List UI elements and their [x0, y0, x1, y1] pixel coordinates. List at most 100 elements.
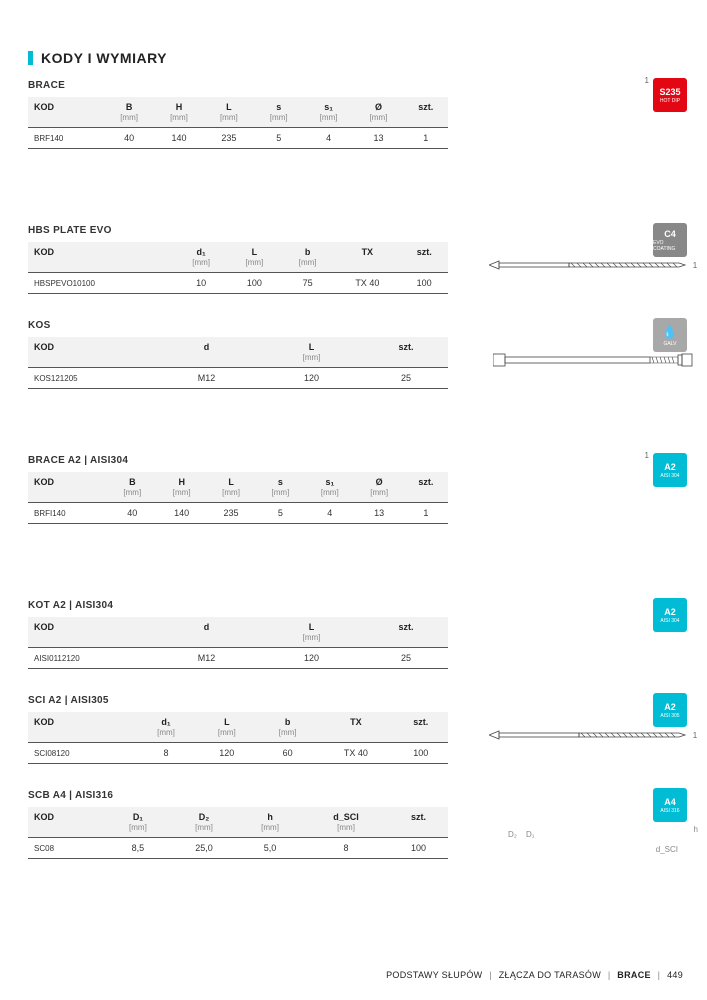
cell: 75 [281, 273, 334, 294]
badge-main: A2 [664, 607, 676, 617]
col-kod: KOD [28, 617, 154, 633]
col-s: s [254, 97, 304, 113]
col-b: b [281, 242, 334, 258]
cell: 1 [403, 128, 448, 149]
table-row: HBSPEVO10100 10 100 75 TX 40 100 [28, 273, 448, 294]
block-sci-a2: A2 AISI 305 1 SCI A2 | AISI305 KOD d₁ L … [28, 695, 687, 764]
cell: M12 [154, 368, 259, 389]
col-d: d [154, 337, 259, 353]
product-title: KOS [28, 320, 687, 331]
unit: [mm] [175, 258, 228, 273]
table-hbs: KOD d₁ L b TX szt. [mm] [mm] [mm] [28, 242, 448, 294]
unit: [mm] [254, 113, 304, 128]
col-qty: szt. [389, 807, 448, 823]
cell: 5 [256, 503, 305, 524]
table-row: BRF140 40 140 235 5 4 13 1 [28, 128, 448, 149]
unit: [mm] [108, 488, 157, 503]
badge-sub: AISI 304 [660, 618, 679, 624]
col-diam: Ø [354, 97, 404, 113]
bolt-illustration [478, 350, 707, 370]
cell: 10 [175, 273, 228, 294]
cell: 100 [228, 273, 281, 294]
drop-icon: 💧 [662, 324, 678, 340]
unit: [mm] [154, 113, 204, 128]
col-kod: KOD [28, 472, 108, 488]
cell: AISI0112120 [28, 648, 154, 669]
table-kos: KOD d L szt. [mm] KOS121205 M12 120 2 [28, 337, 448, 389]
col-l: L [196, 712, 257, 728]
footer-product: BRACE [617, 970, 651, 980]
unit: [mm] [304, 113, 354, 128]
unit: [mm] [303, 823, 389, 838]
cell: TX 40 [334, 273, 400, 294]
badge-main: A4 [664, 797, 676, 807]
col-qty: szt. [404, 472, 448, 488]
badge-a2: A2 AISI 304 [653, 598, 687, 632]
unit: [mm] [206, 488, 255, 503]
table-row: SC08 8,5 25,0 5,0 8 100 [28, 838, 448, 859]
badge-a2: A2 AISI 304 [653, 453, 687, 487]
col-dsci: d_SCI [303, 807, 389, 823]
table-kot-a2: KOD d L szt. [mm] AISI0112120 M12 120 [28, 617, 448, 669]
screw-icon [489, 255, 689, 275]
dim-d2: D₂ [508, 830, 517, 839]
badge-sub: AISI 304 [660, 473, 679, 479]
col-l: L [259, 617, 364, 633]
product-title: BRACE [28, 80, 687, 91]
cell: 235 [204, 128, 254, 149]
col-kod: KOD [28, 242, 175, 258]
col-h: h [237, 807, 303, 823]
unit: [mm] [259, 353, 364, 368]
cell: 8 [136, 743, 197, 764]
badge-sub: HOT DIP [660, 98, 680, 104]
badge-main: A2 [664, 462, 676, 472]
col-l: L [228, 242, 281, 258]
cell: 25 [364, 648, 448, 669]
block-brace: 1 S235 HOT DIP BRACE KOD B H L s s₁ Ø sz… [28, 80, 687, 149]
unit: [mm] [259, 633, 364, 648]
unit: [mm] [105, 823, 171, 838]
col-l: L [206, 472, 255, 488]
col-diam: Ø [355, 472, 404, 488]
badge-a4: A4 AISI 316 [653, 788, 687, 822]
product-title: SCI A2 | AISI305 [28, 695, 687, 706]
screw-illustration: 1 [478, 725, 707, 745]
col-l: L [259, 337, 364, 353]
col-b: B [104, 97, 154, 113]
badge-sub: GALV [664, 341, 677, 347]
cell: SCI08120 [28, 743, 136, 764]
unit: [mm] [196, 728, 257, 743]
dim-dsci: d_SCI [656, 845, 678, 854]
cell: 5 [254, 128, 304, 149]
section-header: KODY I WYMIARY [28, 50, 687, 66]
col-d1: d₁ [175, 242, 228, 258]
product-title: BRACE A2 | AISI304 [28, 455, 687, 466]
badge-sub: AISI 305 [660, 713, 679, 719]
dim-h: h [694, 825, 698, 834]
table-row: SCI08120 8 120 60 TX 40 100 [28, 743, 448, 764]
screw-illustration: 1 [478, 255, 707, 275]
col-qty: szt. [403, 97, 448, 113]
table-scb-a4: KOD D₁ D₂ h d_SCI szt. [mm] [mm] [mm] [m… [28, 807, 448, 859]
footer-page: 449 [667, 970, 683, 980]
badge-main: S235 [659, 87, 680, 97]
cell: 100 [400, 273, 448, 294]
page-footer: PODSTAWY SŁUPÓW | ZŁĄCZA DO TARASÓW | BR… [386, 970, 683, 980]
cell: 1 [404, 503, 448, 524]
table-row: KOS121205 M12 120 25 [28, 368, 448, 389]
cell: 8,5 [105, 838, 171, 859]
badge-main: C4 [664, 229, 676, 239]
product-title: HBS PLATE EVO [28, 225, 687, 236]
unit: [mm] [256, 488, 305, 503]
badge-c4: C4 EVO COATING [653, 223, 687, 257]
cell: BRFI140 [28, 503, 108, 524]
cell: 13 [354, 128, 404, 149]
col-qty: szt. [400, 242, 448, 258]
block-brace-a2: 1 A2 AISI 304 BRACE A2 | AISI304 KOD B H… [28, 455, 687, 524]
col-kod: KOD [28, 97, 104, 113]
cell: 5,0 [237, 838, 303, 859]
unit: [mm] [281, 258, 334, 273]
footer-sep: | [489, 970, 492, 980]
badge-sub: AISI 316 [660, 808, 679, 814]
badge-a2-305: A2 AISI 305 [653, 693, 687, 727]
